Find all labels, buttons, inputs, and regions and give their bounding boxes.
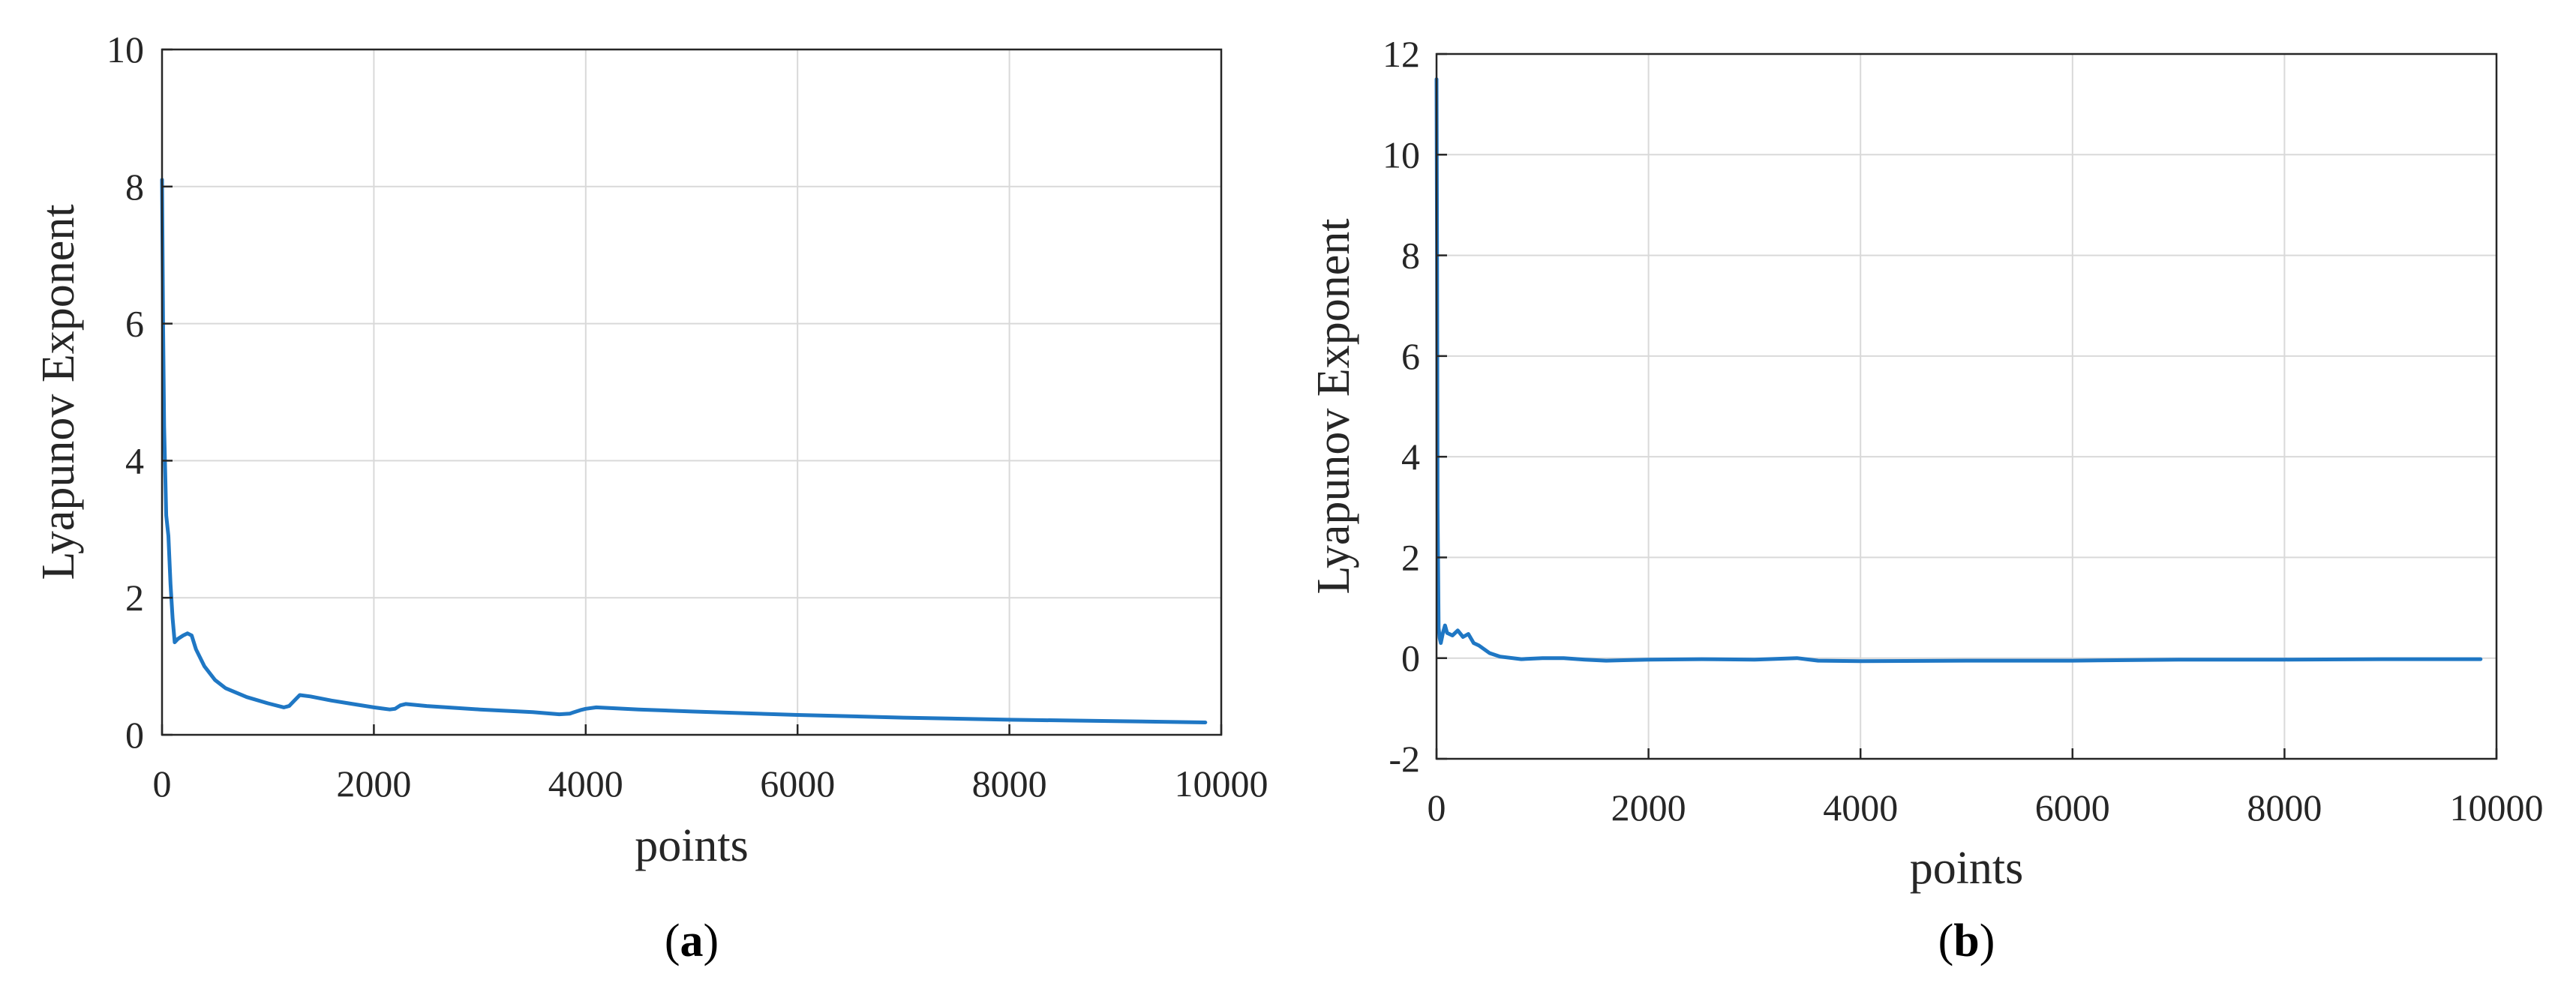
x-tick-label: 2000 — [336, 763, 411, 805]
panel-caption-letter: a — [680, 916, 704, 967]
x-tick-label: 0 — [1428, 787, 1446, 829]
x-tick-label: 2000 — [1611, 787, 1686, 829]
y-tick-label: 0 — [1401, 637, 1420, 679]
panel-caption-open-paren: ( — [665, 916, 680, 967]
plot-area-frame — [161, 48, 1223, 736]
y-tick-label: 10 — [1383, 133, 1420, 175]
x-tick-label: 8000 — [972, 763, 1047, 805]
y-axis-label: Lyapunov Exponent — [1308, 218, 1359, 594]
y-tick-label: 8 — [1401, 235, 1420, 277]
y-tick-label: -2 — [1389, 738, 1420, 780]
x-axis-label: points — [635, 820, 749, 871]
x-tick-label: 0 — [153, 763, 172, 805]
x-tick-label: 6000 — [2035, 787, 2110, 829]
panel-caption-close-paren: ) — [704, 916, 719, 967]
y-tick-label: 6 — [1401, 335, 1420, 377]
panel-caption-open-paren: ( — [1938, 916, 1954, 967]
series-line — [160, 178, 1208, 724]
x-tick-label: 8000 — [2247, 787, 2322, 829]
y-tick-label: 4 — [125, 439, 144, 481]
y-tick-label: 2 — [1401, 536, 1420, 578]
panel-caption: (a) — [665, 916, 719, 967]
x-tick-label: 10000 — [2450, 787, 2544, 829]
x-tick-label: 10000 — [1175, 763, 1268, 805]
y-tick-label: 4 — [1401, 436, 1420, 478]
y-tick-label: 8 — [125, 166, 144, 208]
plot-area-frame — [1435, 52, 2498, 760]
panel-caption-close-paren: ) — [1980, 916, 1995, 967]
y-tick-label: 6 — [125, 303, 144, 345]
chart-panel-a: 0 2000 4000 6000 8000 10000 0 2 4 6 8 10 points Lyapu… — [33, 28, 1268, 967]
y-axis-label: Lyapunov Exponent — [33, 204, 84, 580]
chart-panel-b: 0 2000 4000 6000 8000 10000-2024681012pointsL… — [1308, 33, 2544, 967]
panel-caption: (b) — [1938, 916, 1995, 967]
x-tick-label: 4000 — [1823, 787, 1898, 829]
panel-caption-letter: b — [1953, 916, 1979, 967]
x-tick-label: 6000 — [760, 763, 835, 805]
y-tick-label: 10 — [107, 28, 144, 70]
series-line — [1434, 77, 2483, 664]
y-tick-label: 2 — [125, 577, 144, 619]
y-tick-label: 12 — [1383, 33, 1420, 75]
y-tick-label: 0 — [125, 714, 144, 756]
x-tick-label: 4000 — [548, 763, 623, 805]
x-axis-label: points — [1910, 843, 2024, 894]
